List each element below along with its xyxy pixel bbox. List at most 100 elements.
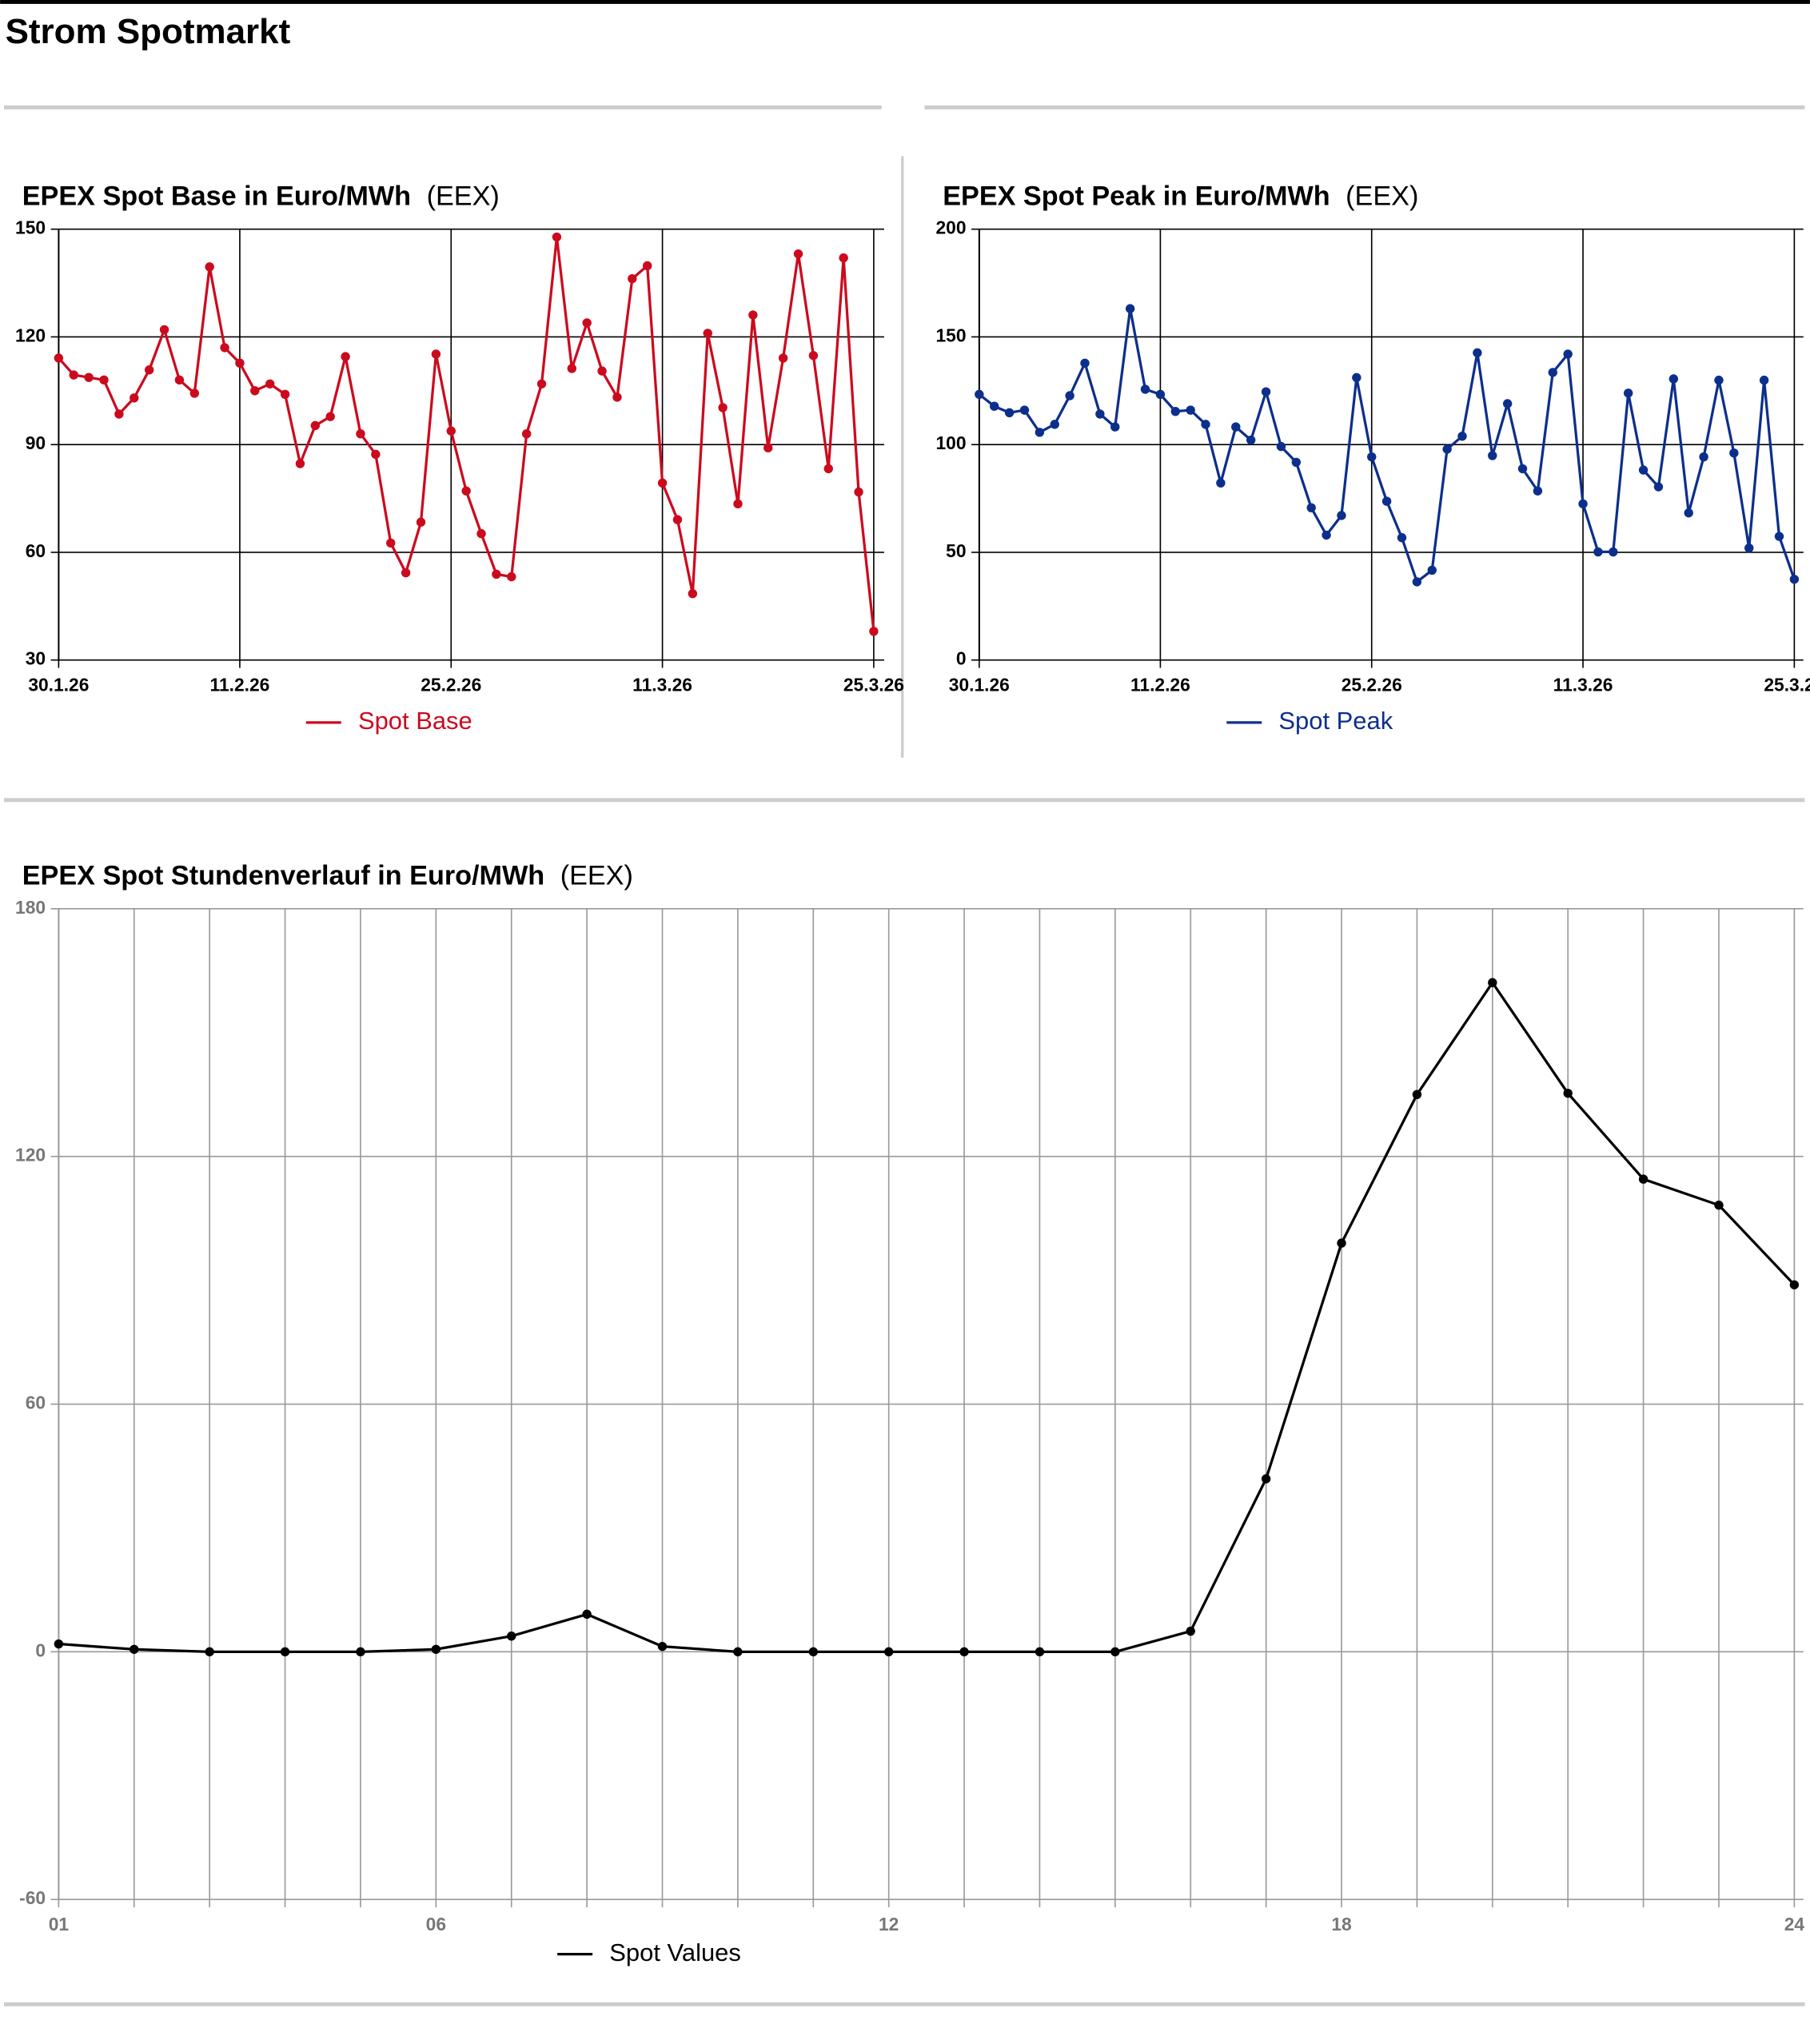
data-point — [1412, 1090, 1422, 1099]
data-point — [778, 353, 788, 363]
data-point — [1140, 384, 1150, 394]
data-point — [1035, 428, 1045, 437]
data-point — [793, 249, 803, 259]
data-point — [1774, 532, 1784, 541]
data-point — [672, 515, 683, 524]
legend-label: Spot Peak — [1278, 707, 1393, 735]
data-point — [567, 364, 577, 373]
data-point — [1110, 1647, 1120, 1657]
y-tick-label: 60 — [26, 1393, 46, 1413]
x-tick-label: 25.3.26 — [843, 674, 904, 695]
data-point — [521, 429, 532, 439]
data-point — [1155, 389, 1166, 400]
data-point — [1019, 405, 1030, 415]
x-tick-label: 11.2.26 — [210, 674, 270, 695]
x-tick-label: 01 — [49, 1914, 70, 1934]
data-point — [144, 365, 154, 375]
data-point — [1050, 420, 1059, 429]
data-point — [1653, 482, 1664, 492]
data-point — [1381, 496, 1392, 506]
data-point — [1548, 368, 1557, 377]
data-point — [657, 478, 668, 488]
y-tick-label: 150 — [15, 217, 46, 238]
data-point — [597, 366, 607, 376]
x-tick-label: 25.2.26 — [1342, 674, 1402, 695]
data-point — [130, 393, 139, 403]
y-tick-label: 100 — [936, 432, 967, 453]
data-point — [250, 386, 260, 396]
separator — [924, 105, 1805, 110]
y-tick-label: 180 — [15, 897, 46, 918]
separator — [3, 2002, 1805, 2006]
data-point — [99, 375, 109, 385]
x-tick-label: 24 — [1784, 1914, 1805, 1934]
data-point — [1699, 452, 1708, 462]
data-point — [386, 538, 396, 548]
data-point — [1563, 1088, 1573, 1098]
data-point — [990, 401, 999, 411]
chart-title-source: (EEX) — [1346, 181, 1418, 212]
data-point — [612, 392, 622, 402]
x-tick-label: 30.1.26 — [949, 674, 1010, 695]
data-point — [205, 1647, 214, 1657]
data-point — [823, 464, 833, 473]
data-point — [1322, 530, 1331, 540]
chart-title-main: EPEX Spot Peak in Euro/MWh — [943, 181, 1330, 212]
data-point — [1668, 374, 1679, 384]
divider — [901, 156, 904, 758]
data-point — [159, 325, 169, 335]
data-point — [1125, 304, 1135, 313]
y-tick-label: 60 — [26, 540, 46, 561]
y-tick-label: -60 — [19, 1887, 46, 1908]
data-point — [1563, 349, 1573, 359]
data-point — [582, 318, 592, 328]
y-tick-label: 30 — [26, 648, 46, 669]
data-point — [130, 1644, 139, 1654]
series-line — [58, 981, 1796, 1653]
data-point — [1789, 1280, 1800, 1289]
y-tick-label: 0 — [35, 1640, 46, 1660]
x-tick-label: 25.2.26 — [421, 674, 481, 695]
x-tick-label: 11.2.26 — [1130, 674, 1190, 695]
data-point — [582, 1609, 592, 1620]
data-point — [1759, 375, 1769, 385]
data-point — [854, 487, 863, 497]
y-tick-label: 90 — [26, 432, 46, 453]
chart-title-source: (EEX) — [427, 181, 500, 212]
data-point — [733, 499, 743, 509]
page-title: Strom Spotmarkt — [6, 12, 291, 51]
data-point — [657, 1641, 668, 1652]
data-point — [763, 443, 773, 452]
data-point — [1352, 373, 1361, 383]
data-point — [1744, 543, 1754, 553]
data-point — [205, 262, 214, 272]
data-point — [84, 373, 94, 382]
separator — [3, 105, 882, 110]
data-point — [476, 528, 486, 539]
x-tick-label: 25.3.26 — [1764, 674, 1810, 695]
data-point — [1502, 399, 1513, 408]
data-point — [975, 389, 984, 400]
data-point — [295, 459, 305, 468]
data-point — [1473, 348, 1482, 358]
data-point — [1442, 444, 1452, 454]
data-point — [1306, 503, 1316, 512]
data-point — [1457, 431, 1467, 441]
legend-label: Spot Base — [358, 707, 472, 735]
data-point — [356, 429, 365, 439]
data-point — [461, 486, 471, 496]
data-point — [1412, 577, 1422, 587]
data-point — [1080, 358, 1090, 369]
chart-title-source: (EEX) — [560, 861, 633, 891]
data-point — [507, 572, 516, 582]
data-point — [1291, 457, 1302, 467]
data-point — [883, 1647, 894, 1657]
data-point — [69, 370, 78, 380]
x-tick-label: 12 — [879, 1914, 899, 1934]
data-point — [446, 426, 456, 436]
data-point — [1216, 478, 1226, 488]
data-point — [1593, 547, 1603, 557]
data-point — [748, 310, 758, 320]
y-tick-label: 120 — [15, 1145, 46, 1165]
